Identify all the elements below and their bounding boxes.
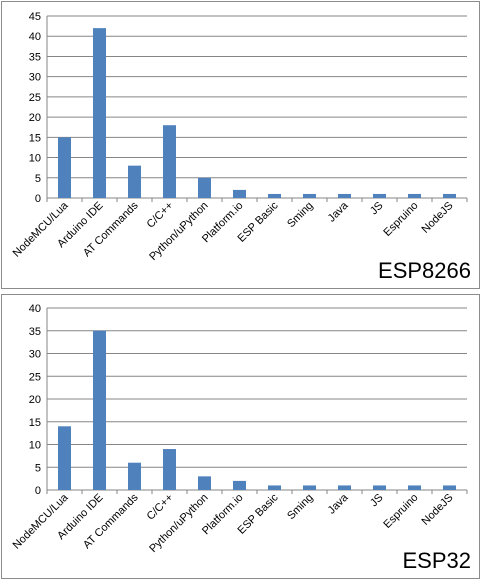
esp8266-y-tick-label: 25 xyxy=(29,92,41,104)
esp8266-chart-panel: 0 5 10 15 20 25 30 35 40 45 NodeMCU/Lua Arduino IDE… xyxy=(1,1,480,289)
esp32-bar xyxy=(128,462,141,490)
esp8266-chart-label: ESP8266 xyxy=(378,258,471,283)
esp8266-y-tick-label: 40 xyxy=(29,31,41,43)
esp8266-y-tick-label: 20 xyxy=(29,112,41,124)
esp8266-bar xyxy=(198,177,211,198)
esp8266-bar xyxy=(303,193,316,198)
esp8266-bar xyxy=(338,193,351,198)
esp8266-y-tick-label: 35 xyxy=(29,51,41,63)
esp8266-y-tick-label: 30 xyxy=(29,72,41,84)
esp8266-bar xyxy=(128,165,141,198)
esp32-category-label: C/C++ xyxy=(145,492,176,523)
esp32-bar xyxy=(233,480,246,490)
esp8266-category-label: NodeJS xyxy=(419,200,455,236)
esp32-bar xyxy=(163,449,176,490)
esp8266-bar xyxy=(163,125,176,198)
esp8266-bar xyxy=(443,193,456,198)
esp8266-bar xyxy=(268,193,281,198)
esp8266-bar xyxy=(93,28,106,199)
esp32-bar xyxy=(303,485,316,490)
esp8266-y-tick-label: 10 xyxy=(29,153,41,165)
esp32-bar xyxy=(373,485,386,490)
esp32-bar xyxy=(58,426,71,490)
esp32-y-tick-label: 25 xyxy=(29,371,41,383)
esp8266-category-label: C/C++ xyxy=(145,200,176,231)
esp32-bar xyxy=(443,485,456,490)
esp32-y-tick-label: 10 xyxy=(29,440,41,452)
esp8266-category-label: JS xyxy=(368,200,386,218)
esp32-y-tick-label: 20 xyxy=(29,394,41,406)
esp8266-bar xyxy=(58,137,71,198)
esp32-bar xyxy=(408,485,421,490)
esp8266-category-label: NodeMCU/Lua xyxy=(11,199,72,260)
esp32-category-label: Espruino xyxy=(381,492,420,531)
esp32-y-tick-label: 40 xyxy=(29,303,41,315)
esp8266-y-tick-label: 5 xyxy=(35,173,41,185)
esp8266-y-tick-label: 0 xyxy=(35,193,41,205)
esp32-category-label: Java xyxy=(326,491,352,517)
esp32-y-tick-label: 5 xyxy=(35,462,41,474)
esp32-category-label: NodeMCU/Lua xyxy=(11,491,72,552)
esp32-bar xyxy=(93,330,106,490)
esp8266-category-label: Espruino xyxy=(381,200,420,239)
esp32-chart-label: ESP32 xyxy=(402,548,472,573)
esp8266-bar xyxy=(373,193,386,198)
esp32-y-tick-label: 0 xyxy=(35,485,41,497)
esp32-chart-panel: 0 5 10 15 20 25 30 35 40 NodeMCU/Lua Arduino IDE AT… xyxy=(1,294,480,579)
esp8266-bar xyxy=(233,189,246,198)
esp32-y-tick-label: 35 xyxy=(29,326,41,338)
esp8266-category-label: Java xyxy=(326,199,352,225)
esp8266-y-tick-label: 15 xyxy=(29,132,41,144)
esp8266-y-tick-label: 45 xyxy=(29,11,41,23)
esp32-category-label: NodeJS xyxy=(419,492,455,528)
esp8266-category-label: Sming xyxy=(285,200,316,231)
esp32-bar xyxy=(198,476,211,490)
esp32-category-label: JS xyxy=(368,492,386,510)
esp32-category-label: Sming xyxy=(285,492,316,523)
esp32-bar xyxy=(338,485,351,490)
esp8266-bar xyxy=(408,193,421,198)
esp32-y-tick-label: 30 xyxy=(29,349,41,361)
esp32-y-tick-label: 15 xyxy=(29,417,41,429)
esp32-bar xyxy=(268,485,281,490)
